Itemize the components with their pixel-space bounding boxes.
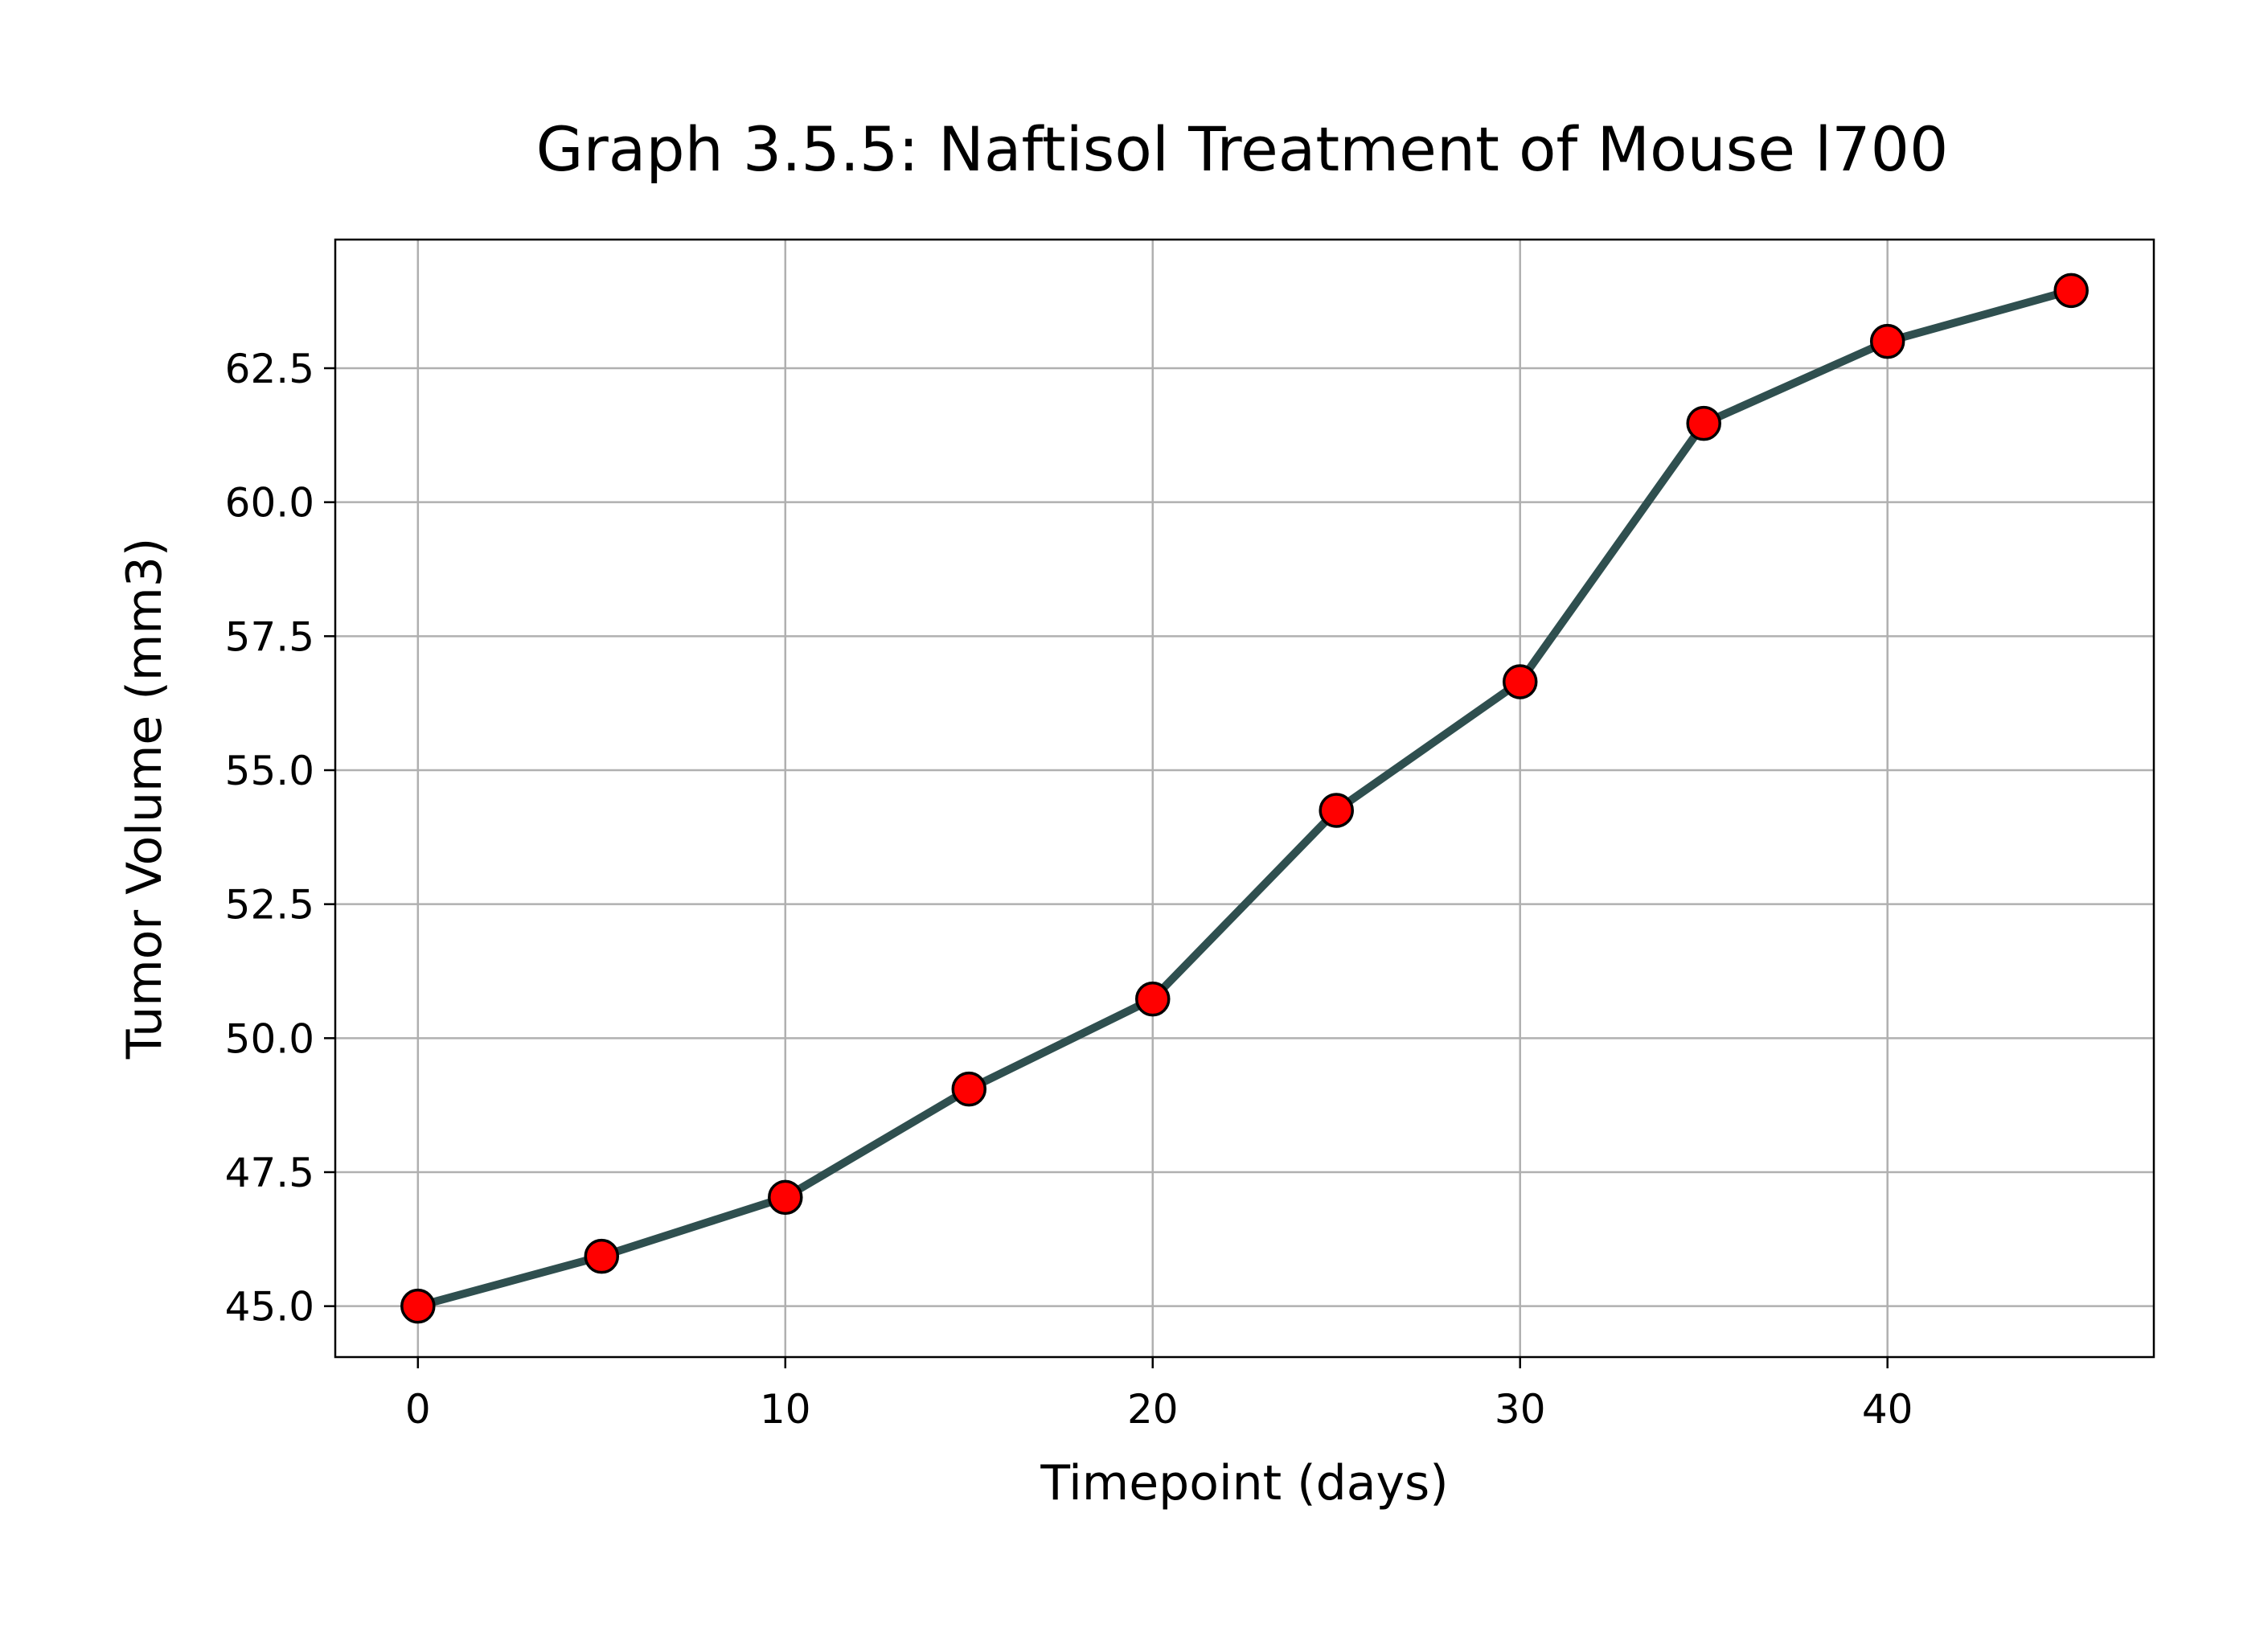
x-axis-label: Timepoint (days) xyxy=(1040,1455,1448,1511)
data-point xyxy=(1319,793,1354,828)
y-axis-label: Tumor Volume (mm3) xyxy=(117,538,173,1060)
y-tick-label: 62.5 xyxy=(225,346,314,392)
data-point xyxy=(1502,664,1538,699)
series-line xyxy=(413,286,2076,1310)
y-tick-label: 55.0 xyxy=(225,748,314,794)
data-point xyxy=(1135,981,1171,1017)
y-tick-label: 45.0 xyxy=(225,1284,314,1331)
chart-title: Graph 3.5.5: Naftisol Treatment of Mouse… xyxy=(536,113,1949,185)
x-tick-label: 30 xyxy=(1495,1386,1546,1433)
x-tick-label: 40 xyxy=(1862,1386,1913,1433)
y-tick-label: 50.0 xyxy=(225,1015,314,1062)
data-point xyxy=(584,1238,620,1274)
x-tick-label: 0 xyxy=(405,1386,431,1433)
y-tick-label: 47.5 xyxy=(225,1150,314,1196)
data-point xyxy=(1869,323,1905,359)
y-tick-label: 52.5 xyxy=(225,882,314,929)
x-axis-ticks: 0 10 20 30 40 xyxy=(405,1357,1913,1433)
x-tick-label: 20 xyxy=(1127,1386,1179,1433)
data-point xyxy=(1686,405,1721,441)
data-point xyxy=(768,1179,803,1216)
data-point xyxy=(951,1071,987,1107)
plot-frame xyxy=(334,238,2155,1359)
data-point xyxy=(2053,273,2089,309)
x-tick-label: 10 xyxy=(760,1386,811,1433)
grid-lines xyxy=(335,240,2154,1357)
y-tick-label: 57.5 xyxy=(225,613,314,660)
data-markers xyxy=(400,273,2089,1324)
y-tick-label: 60.0 xyxy=(225,480,314,527)
data-point xyxy=(400,1288,436,1324)
y-axis-ticks: 45.0 47.5 50.0 52.5 55.0 57.5 60.0 62.5 xyxy=(225,346,335,1331)
data-series xyxy=(413,286,2076,1310)
